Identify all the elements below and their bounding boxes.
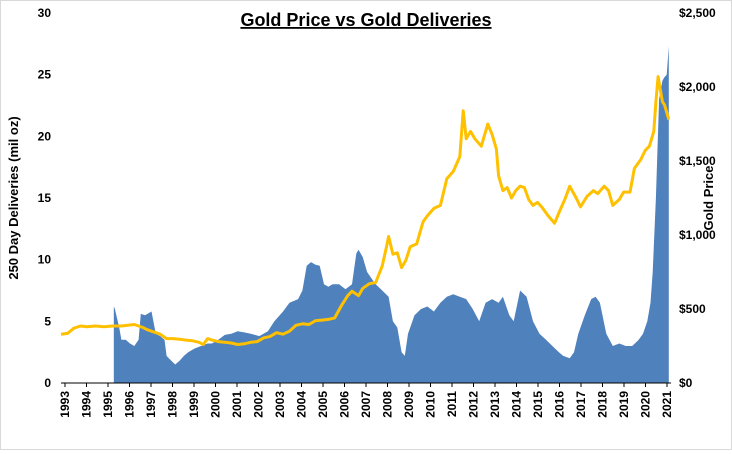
x-tick-label: 2005 <box>316 391 330 418</box>
right-tick-label: $0 <box>679 376 693 390</box>
right-tick-label: $2,500 <box>679 6 716 20</box>
x-tick-label: 2000 <box>209 391 223 418</box>
x-axis-ticks: 1993 1994 1995 1996 1997 1998 1999 2000 2001 2002… <box>58 383 674 418</box>
left-tick-label: 15 <box>38 191 52 205</box>
right-tick-label: $500 <box>679 302 706 316</box>
x-tick-label: 2007 <box>359 391 373 418</box>
x-tick-label: 1996 <box>123 391 137 418</box>
x-tick-label: 2021 <box>660 391 674 418</box>
x-tick-label: 1993 <box>58 391 72 418</box>
x-tick-label: 2012 <box>467 391 481 418</box>
left-tick-label: 20 <box>38 129 52 143</box>
x-tick-label: 2010 <box>424 391 438 418</box>
left-axis-title: 250 Day Deliveries (mil oz) <box>6 116 21 279</box>
x-tick-label: 2008 <box>381 391 395 418</box>
gold-price-line-series <box>60 75 671 346</box>
x-tick-label: 1997 <box>144 391 158 418</box>
x-tick-label: 2003 <box>273 391 287 418</box>
left-tick-label: 5 <box>44 314 51 328</box>
left-tick-label: 0 <box>44 376 51 390</box>
x-tick-label: 2004 <box>295 391 309 418</box>
left-tick-label: 30 <box>38 6 52 20</box>
plot-area <box>60 46 671 384</box>
x-tick-label: 2020 <box>639 391 653 418</box>
right-axis-title: Gold Price <box>701 165 716 230</box>
x-tick-label: 1994 <box>80 391 94 418</box>
x-tick-label: 2002 <box>252 391 266 418</box>
right-tick-label: $1,500 <box>679 154 716 168</box>
left-tick-label: 10 <box>38 253 52 267</box>
x-tick-label: 2001 <box>230 391 244 418</box>
x-tick-label: 2018 <box>596 391 610 418</box>
right-tick-label: $2,000 <box>679 80 716 94</box>
deliveries-area-series <box>113 46 669 384</box>
x-tick-label: 1999 <box>187 391 201 418</box>
x-tick-label: 2014 <box>510 391 524 418</box>
x-tick-label: 2019 <box>617 391 631 418</box>
x-tick-label: 2006 <box>338 391 352 418</box>
x-tick-label: 2009 <box>402 391 416 418</box>
chart-title: Gold Price vs Gold Deliveries <box>240 10 491 30</box>
x-tick-label: 2011 <box>445 391 459 417</box>
right-tick-label: $1,000 <box>679 228 716 242</box>
x-tick-label: 2017 <box>574 391 588 418</box>
x-tick-label: 1995 <box>101 391 115 418</box>
left-axis-ticks: 0 5 10 15 20 25 30 <box>38 6 52 390</box>
x-tick-label: 2013 <box>488 391 502 418</box>
right-axis-ticks: $0 $500 $1,000 $1,500 $2,000 $2,500 <box>679 6 716 390</box>
x-tick-label: 1998 <box>166 391 180 418</box>
x-tick-label: 2016 <box>553 391 567 418</box>
x-tick-label: 2015 <box>531 391 545 418</box>
left-tick-label: 25 <box>38 68 52 82</box>
